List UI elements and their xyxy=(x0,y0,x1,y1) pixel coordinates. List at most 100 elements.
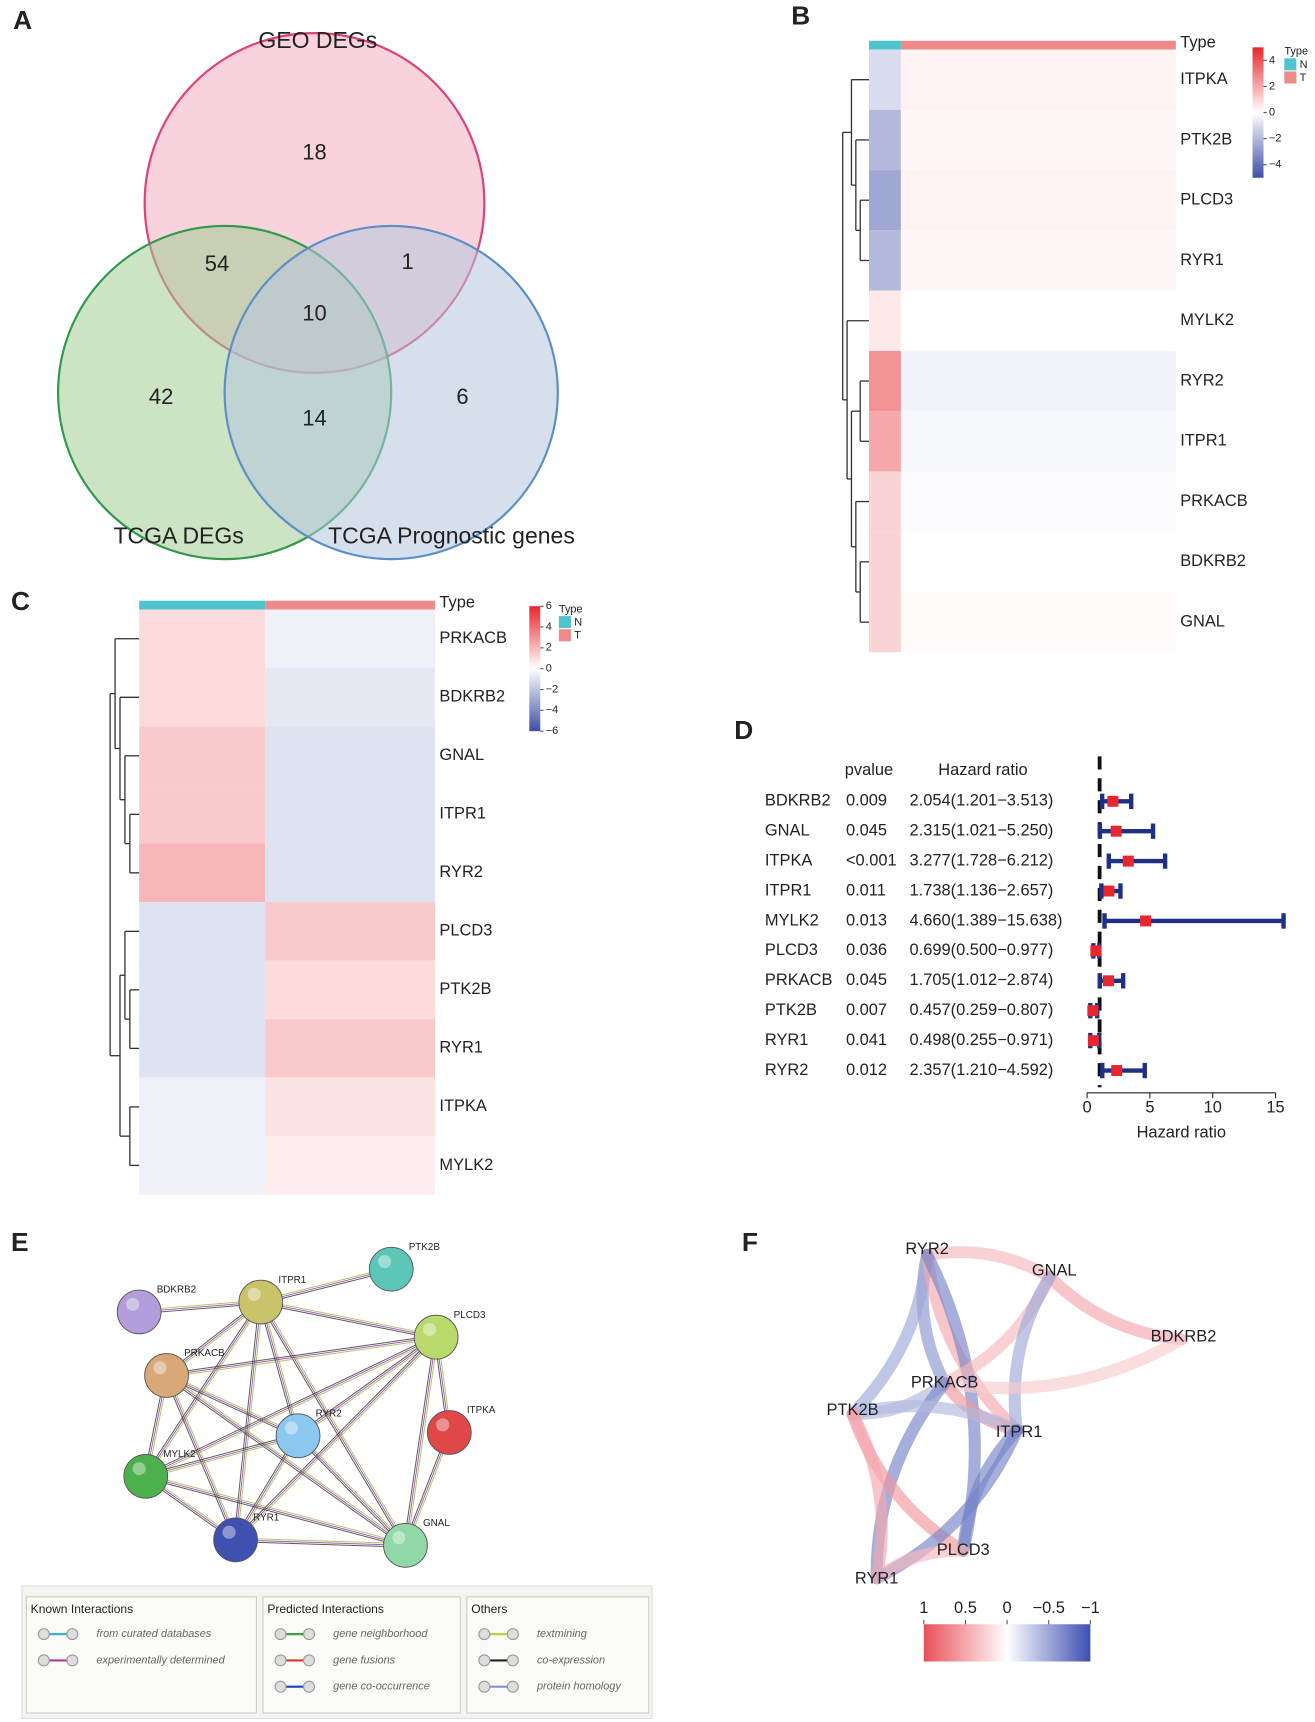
heat-cell xyxy=(868,531,901,592)
hr-box xyxy=(1140,915,1152,927)
heat-cell xyxy=(265,1136,436,1195)
hr-label: 2.054(1.201−3.513) xyxy=(910,792,1054,810)
hr-label: 3.277(1.728−6.212) xyxy=(910,851,1054,869)
node-label: BDKRB2 xyxy=(157,1285,196,1296)
ci-whisker xyxy=(1106,853,1168,869)
x-tick-label: 0 xyxy=(1082,1098,1091,1116)
network-edge xyxy=(261,1300,408,1545)
pvalue: 0.009 xyxy=(846,792,887,810)
panel-label: F xyxy=(742,1227,758,1257)
legend-dot xyxy=(302,1680,316,1693)
heat-cell xyxy=(900,591,1176,653)
network-edge xyxy=(234,1335,436,1539)
x-tick-label: 15 xyxy=(1266,1098,1284,1116)
legend-dot xyxy=(274,1680,287,1693)
panel-label: B xyxy=(791,1,810,31)
hr-label: 4.660(1.389−15.638) xyxy=(910,911,1063,929)
network-edge xyxy=(403,1336,435,1546)
hr-label: 1.705(1.012−2.874) xyxy=(910,971,1054,989)
venn-count: 42 xyxy=(149,384,173,409)
node-label: BDKRB2 xyxy=(1151,1327,1217,1345)
venn-count: 18 xyxy=(302,139,326,164)
heat-cell xyxy=(139,1077,266,1137)
network-edge xyxy=(870,1544,970,1585)
heat-cell xyxy=(900,109,1176,171)
network-edge xyxy=(145,1477,406,1548)
network-edge xyxy=(166,1375,406,1546)
node-highlight xyxy=(392,1531,406,1545)
pvalue: <0.001 xyxy=(846,851,897,869)
heat-cell xyxy=(139,785,266,844)
row-label: ITPKA xyxy=(1180,70,1228,88)
node-label: GNAL xyxy=(423,1518,450,1529)
heat-cell xyxy=(900,350,1176,412)
colorbar-tick-label: 4 xyxy=(546,621,552,633)
panel-label: D xyxy=(734,715,753,745)
colorbar-tick-label: 2 xyxy=(1269,80,1275,92)
node-label: RYR1 xyxy=(855,1570,899,1588)
legend-dot xyxy=(274,1654,287,1667)
legend-dot xyxy=(37,1654,50,1667)
network-edge xyxy=(921,1248,1023,1437)
hr-label: 0.457(0.259−0.807) xyxy=(910,1001,1054,1019)
pvalue: 0.012 xyxy=(846,1061,887,1079)
row-label: RYR1 xyxy=(439,1039,483,1057)
x-tick-label: 5 xyxy=(1145,1098,1154,1116)
heat-cell xyxy=(139,843,266,903)
colorbar-tick-label: −2 xyxy=(1269,133,1281,145)
colorbar-tick-label: −4 xyxy=(546,704,558,716)
heat-cell xyxy=(139,726,266,786)
network-edge xyxy=(938,1333,1188,1395)
network-edge xyxy=(260,1301,437,1338)
legend-label: T xyxy=(1300,72,1307,84)
legend-dot xyxy=(66,1654,79,1667)
legend-label: experimentally determined xyxy=(96,1654,225,1666)
colorbar-tick-label: 0.5 xyxy=(954,1599,977,1617)
pvalue: 0.013 xyxy=(846,911,887,929)
venn-set xyxy=(223,224,559,561)
row-label: BDKRB2 xyxy=(1180,552,1246,570)
row-label: GNAL xyxy=(1180,612,1225,630)
node-highlight xyxy=(247,1287,261,1301)
group-bar xyxy=(265,600,436,610)
venn-count: 54 xyxy=(205,251,229,276)
venn-set-label: TCGA Prognostic genes xyxy=(328,522,575,548)
venn-count: 6 xyxy=(456,384,468,409)
network-edge xyxy=(145,1301,262,1477)
node-label: RYR2 xyxy=(316,1408,342,1419)
heat-cell xyxy=(900,230,1176,291)
row-label: MYLK2 xyxy=(1180,311,1234,329)
row-label: PTK2B xyxy=(765,1001,817,1019)
ci-whisker xyxy=(1097,823,1156,839)
venn-set-label: GEO DEGs xyxy=(258,27,377,53)
hr-label: 2.315(1.021−5.250) xyxy=(910,822,1054,840)
network-edge xyxy=(297,1336,437,1437)
node-label: PRKACB xyxy=(184,1348,225,1359)
colorbar-tick-label: 2 xyxy=(546,642,552,654)
network-edge xyxy=(406,1337,439,1546)
network-edge xyxy=(146,1436,299,1479)
heat-cell xyxy=(265,1077,436,1137)
node-highlight xyxy=(436,1418,450,1432)
heat-cell xyxy=(900,170,1176,231)
group-bar xyxy=(868,40,901,50)
network-edge xyxy=(235,1302,262,1540)
network-node xyxy=(275,1413,321,1459)
row-label: MYLK2 xyxy=(765,911,819,929)
network-edge xyxy=(143,1300,260,1476)
network-node xyxy=(116,1289,162,1335)
panel-label: C xyxy=(11,586,30,616)
ci-whisker xyxy=(1100,1062,1147,1079)
network-edge xyxy=(260,1301,299,1436)
network-edge xyxy=(165,1376,298,1438)
legend-dot xyxy=(478,1680,491,1693)
network-edge xyxy=(260,1301,406,1546)
legend-dot xyxy=(506,1654,519,1667)
legend-dot xyxy=(506,1680,519,1693)
colorbar-tick-label: −2 xyxy=(546,683,558,695)
legend-title: Type xyxy=(559,603,583,615)
row-label: PTK2B xyxy=(439,980,491,998)
network-edge xyxy=(1043,1270,1188,1346)
heat-cell xyxy=(139,1019,266,1078)
pvalue: 0.045 xyxy=(846,971,887,989)
